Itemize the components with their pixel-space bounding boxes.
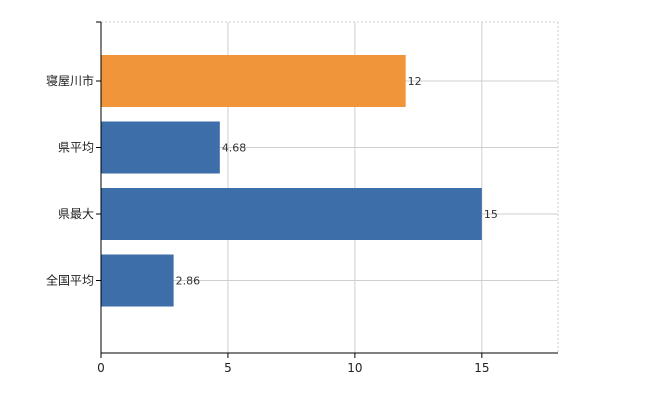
category-label-3: 全国平均 <box>46 273 94 288</box>
x-tick-label-15: 15 <box>474 361 489 375</box>
bar-0 <box>101 55 406 107</box>
data-label-1: 4.68 <box>222 142 247 155</box>
x-tick-label-5: 5 <box>224 361 232 375</box>
category-label-2: 県最大 <box>58 207 94 221</box>
axis-layer <box>96 21 558 358</box>
x-tick-label-0: 0 <box>97 361 105 375</box>
bar-2 <box>101 188 482 240</box>
x-tick-label-10: 10 <box>347 361 362 375</box>
bar-1 <box>101 121 220 174</box>
data-label-3: 2.86 <box>176 275 201 288</box>
category-label-1: 県平均 <box>58 141 94 155</box>
bars-layer <box>101 55 482 307</box>
category-label-0: 寝屋川市 <box>46 73 94 88</box>
data-label-0: 12 <box>408 75 422 88</box>
bar-3 <box>101 254 174 307</box>
data-label-2: 15 <box>484 208 498 221</box>
